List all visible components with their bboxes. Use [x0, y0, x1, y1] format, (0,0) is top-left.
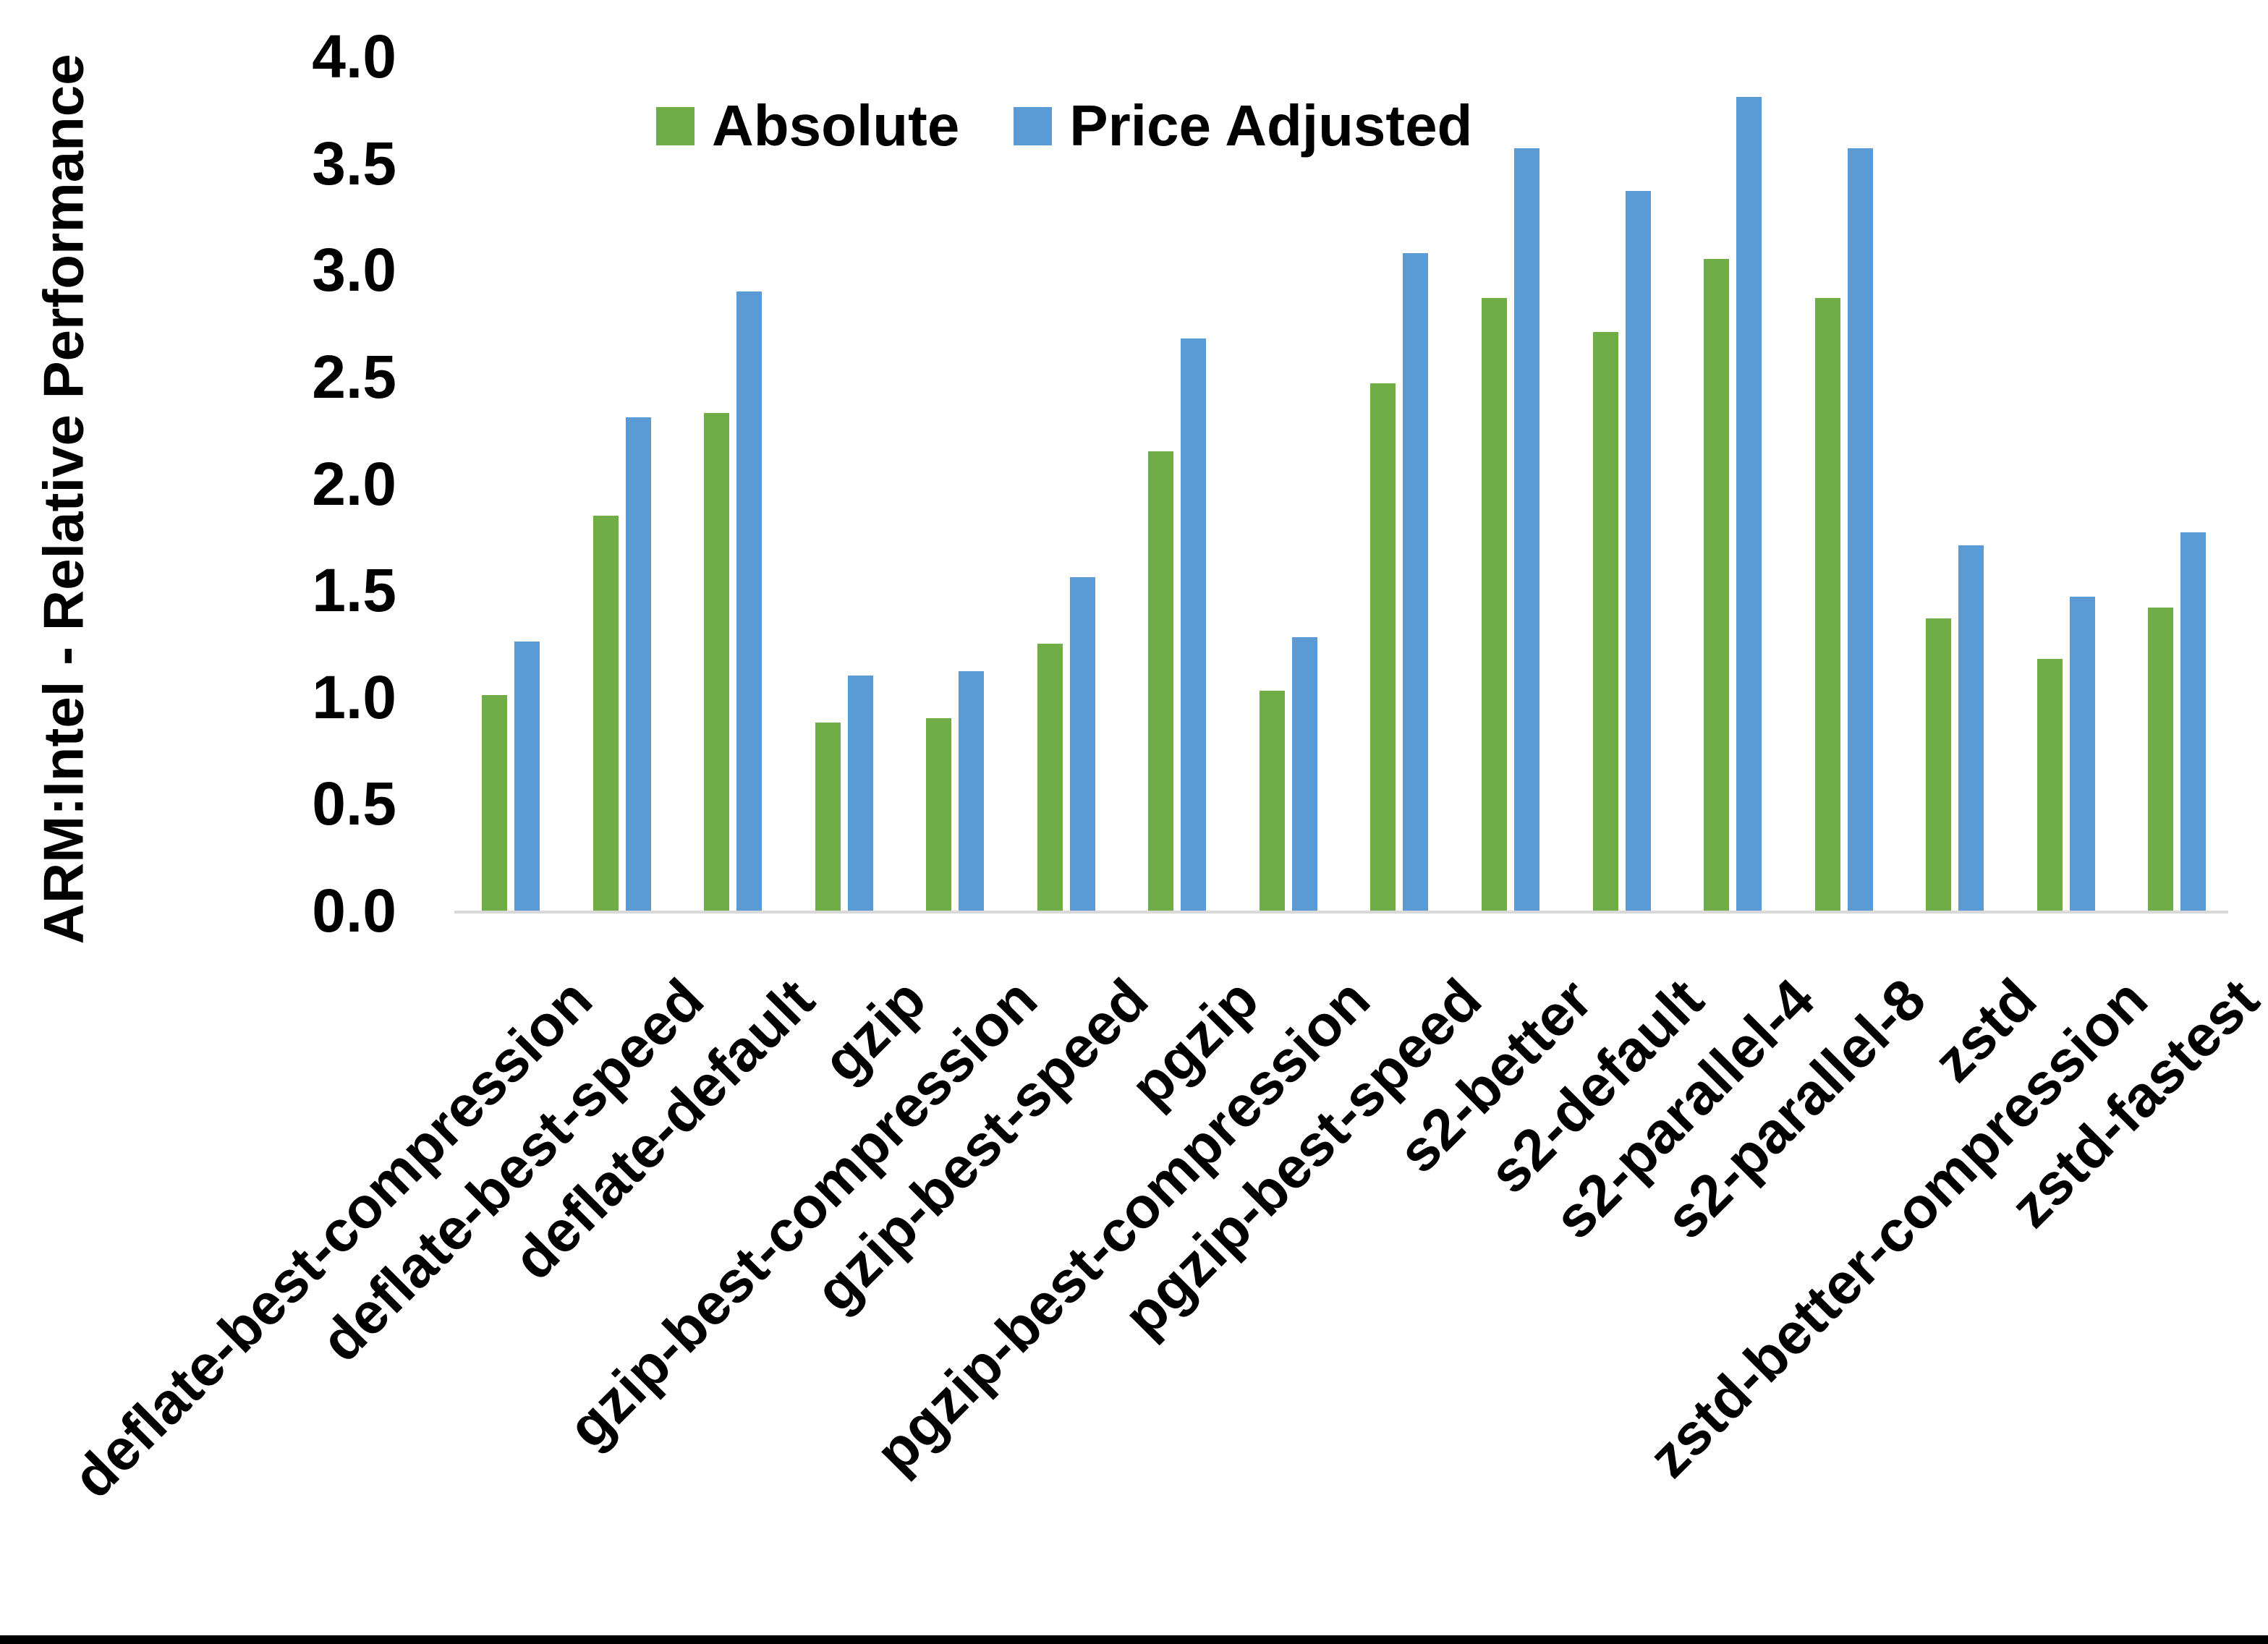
bar-price-adjusted [959, 671, 985, 911]
bar-price-adjusted [625, 417, 651, 911]
bar-absolute [1926, 618, 1952, 911]
bar-price-adjusted [1403, 252, 1429, 911]
y-tick-label: 1.5 [312, 556, 396, 625]
bar-price-adjusted [736, 291, 763, 911]
bar-price-adjusted [847, 676, 873, 911]
bar-absolute [1592, 331, 1618, 911]
bar-price-adjusted [2180, 532, 2207, 911]
legend: Absolute Price Adjusted [656, 97, 1472, 155]
bar-absolute [815, 723, 841, 911]
bar-absolute [1704, 259, 1730, 911]
legend-entry-price-adjusted: Price Adjusted [1014, 97, 1472, 155]
y-tick-label: 0.5 [312, 770, 396, 838]
bar-absolute [704, 413, 730, 911]
legend-entry-absolute: Absolute [656, 97, 959, 155]
y-tick-label: 1.0 [312, 663, 396, 731]
bar-price-adjusted [1291, 637, 1317, 911]
bar-absolute [1037, 643, 1063, 911]
bar-price-adjusted [1847, 148, 1873, 911]
y-tick-label: 0.0 [312, 877, 396, 945]
legend-swatch-absolute [656, 106, 695, 145]
bar-absolute [482, 694, 507, 911]
y-tick-label: 2.5 [312, 342, 396, 411]
bar-absolute [1148, 451, 1174, 911]
bar-price-adjusted [1181, 338, 1207, 911]
y-tick-label: 3.0 [312, 236, 396, 304]
bar-price-adjusted [1958, 545, 1984, 911]
bar-price-adjusted [1736, 97, 1762, 911]
y-tick-label: 4.0 [312, 22, 396, 90]
bar-price-adjusted [514, 641, 540, 911]
bar-price-adjusted [1625, 191, 1651, 911]
bar-absolute [926, 718, 952, 911]
bar-price-adjusted [1069, 577, 1095, 911]
bottom-border-bar [0, 1635, 2268, 1644]
bar-absolute [2148, 607, 2174, 911]
bar-absolute [1370, 383, 1396, 911]
x-axis-line [454, 911, 2228, 913]
legend-label-price-adjusted: Price Adjusted [1069, 93, 1473, 158]
bar-absolute [1814, 297, 1840, 911]
bar-absolute [1481, 297, 1507, 911]
legend-swatch-price-adjusted [1014, 106, 1053, 145]
bar-absolute [593, 515, 619, 911]
bar-absolute [2036, 658, 2063, 911]
y-tick-label: 2.0 [312, 449, 396, 518]
legend-label-absolute: Absolute [712, 93, 960, 158]
bar-price-adjusted [1513, 148, 1539, 911]
bar-absolute [1259, 690, 1285, 911]
bar-price-adjusted [2069, 596, 2095, 911]
y-tick-label: 3.5 [312, 129, 396, 197]
